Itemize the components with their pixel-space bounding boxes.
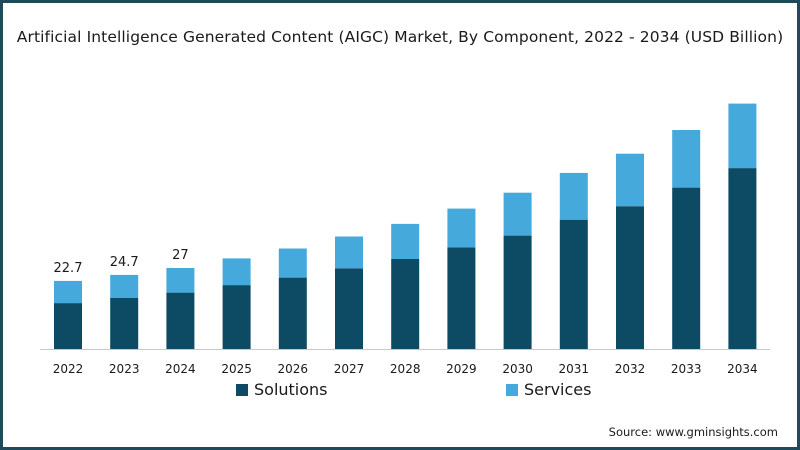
bar-solutions-2032 <box>616 206 644 349</box>
bar-services-2026 <box>278 248 307 278</box>
x-tick-label-2029: 2029 <box>446 362 477 376</box>
bar-services-2031 <box>559 172 588 220</box>
legend-item-solutions: Solutions <box>236 380 328 399</box>
bar-solutions-2030 <box>503 235 532 349</box>
data-label-2022: 22.7 <box>54 261 83 276</box>
x-tick-label-2025: 2025 <box>221 362 252 376</box>
x-tick-label-2034: 2034 <box>727 362 758 376</box>
legend-swatch-solutions <box>236 383 248 396</box>
bar-services-2030 <box>503 192 532 236</box>
data-label-2024: 27 <box>172 248 189 263</box>
bar-solutions-2029 <box>447 247 476 349</box>
x-tick-label-2033: 2033 <box>671 362 702 376</box>
source-note: Source: www.gminsights.com <box>608 425 778 439</box>
x-tick-label-2026: 2026 <box>278 362 309 376</box>
bar-solutions-2028 <box>391 259 420 349</box>
bar-solutions-2031 <box>559 219 588 349</box>
bar-solutions-2027 <box>335 268 363 349</box>
x-tick-label-2023: 2023 <box>109 362 140 376</box>
x-tick-label-2031: 2031 <box>559 362 590 376</box>
legend-label-services: Services <box>524 380 592 399</box>
x-tick-label-2024: 2024 <box>165 362 196 376</box>
legend: Solutions Services <box>0 380 800 402</box>
bar-solutions-2033 <box>672 187 701 349</box>
bar-solutions-2034 <box>728 168 757 349</box>
bar-services-2025 <box>222 258 251 286</box>
x-tick-label-2022: 2022 <box>53 362 84 376</box>
bar-services-2022 <box>54 280 82 304</box>
bar-services-2028 <box>391 223 420 259</box>
bar-solutions-2025 <box>222 285 251 349</box>
bar-services-2032 <box>616 153 644 207</box>
bar-services-2023 <box>110 274 139 298</box>
bar-solutions-2026 <box>278 277 307 349</box>
x-tick-label-2028: 2028 <box>390 362 421 376</box>
x-tick-label-2032: 2032 <box>615 362 646 376</box>
bar-services-2029 <box>447 208 476 248</box>
x-tick-label-2027: 2027 <box>334 362 365 376</box>
x-tick-label-2030: 2030 <box>502 362 533 376</box>
bar-services-2024 <box>166 268 195 293</box>
bar-services-2027 <box>335 236 363 269</box>
legend-label-solutions: Solutions <box>254 380 328 399</box>
legend-item-services: Services <box>506 380 591 399</box>
data-label-2023: 24.7 <box>110 255 139 270</box>
bar-services-2034 <box>728 103 757 169</box>
bar-solutions-2024 <box>166 292 195 349</box>
bar-solutions-2022 <box>54 303 82 349</box>
bar-solutions-2023 <box>110 298 139 349</box>
chart-title: Artificial Intelligence Generated Conten… <box>16 28 784 46</box>
bar-services-2033 <box>672 130 701 188</box>
legend-swatch-services <box>506 383 518 396</box>
